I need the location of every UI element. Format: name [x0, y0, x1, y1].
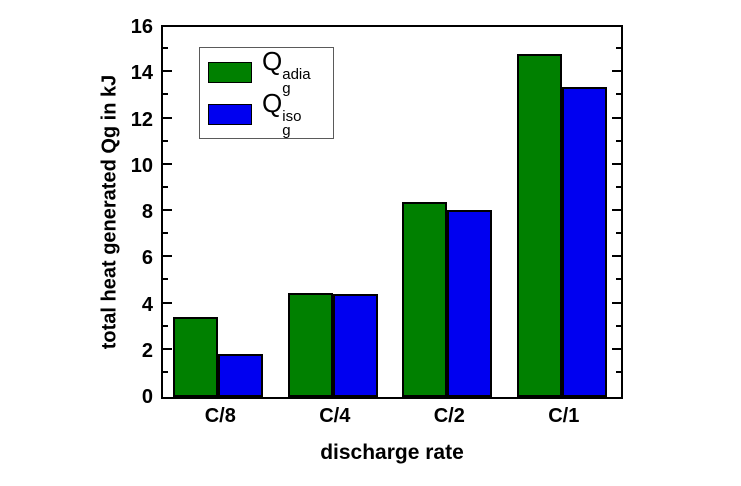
y-tick-major	[163, 162, 172, 165]
bar-adia-C/8	[173, 317, 219, 397]
y-tick-label: 12	[130, 108, 153, 131]
y-tick-minor	[616, 324, 621, 327]
y-tick-minor	[616, 185, 621, 188]
x-tick-label: C/8	[204, 405, 236, 427]
y-tick-major	[163, 116, 172, 119]
legend-swatch-adia-icon	[208, 61, 252, 83]
legend-label-iso-sup: iso	[282, 108, 302, 125]
bar-iso-C/8	[218, 354, 264, 397]
y-tick-major	[163, 347, 172, 350]
x-tick-label: C/4	[319, 405, 351, 427]
legend-label-iso-base: Q	[262, 88, 283, 118]
legend-label-adia-base: Q	[262, 46, 283, 76]
legend-label-iso-sub: g	[282, 122, 291, 139]
y-tick-major	[612, 116, 621, 119]
y-tick-minor	[616, 47, 621, 50]
legend-label-adia-scripts: adia g	[282, 66, 311, 97]
y-tick-minor	[616, 278, 621, 281]
bar-adia-C/2	[402, 202, 448, 397]
y-tick-minor	[163, 47, 168, 50]
y-tick-minor	[163, 278, 168, 281]
y-tick-minor	[616, 93, 621, 96]
y-tick-major	[612, 347, 621, 350]
legend-label-iso-scripts: iso g	[282, 108, 302, 139]
y-tick-minor	[163, 370, 168, 373]
legend-swatch-iso-icon	[208, 103, 252, 125]
x-axis-title: discharge rate	[320, 441, 464, 464]
y-tick-minor	[163, 139, 168, 142]
y-tick-major	[163, 70, 172, 73]
y-tick-major	[612, 209, 621, 211]
plot-area	[161, 25, 623, 399]
bar-adia-C/1	[516, 54, 562, 397]
y-tick-minor	[616, 370, 621, 373]
y-tick-major	[612, 162, 621, 165]
legend-label-adia-sup: adia	[282, 66, 311, 83]
y-tick-label: 10	[130, 154, 153, 177]
y-tick-label: 0	[141, 386, 153, 408]
y-tick-major	[163, 301, 172, 304]
y-tick-label: 16	[130, 16, 153, 38]
legend-label-adia-sub: g	[282, 80, 291, 97]
y-tick-major	[163, 255, 172, 258]
x-tick-label: C/2	[433, 405, 465, 427]
y-tick-label: 14	[130, 62, 153, 85]
y-tick-label: 4	[141, 293, 153, 316]
bar-iso-C/2	[447, 210, 493, 397]
y-tick-minor	[616, 232, 621, 235]
bar-iso-C/1	[561, 87, 607, 397]
y-tick-label: 8	[141, 201, 153, 223]
bar-adia-C/4	[287, 293, 333, 397]
y-tick-major	[612, 255, 621, 258]
y-tick-minor	[616, 139, 621, 142]
bar-iso-C/4	[332, 294, 378, 397]
y-tick-major	[163, 209, 172, 211]
y-tick-major	[612, 301, 621, 304]
y-tick-minor	[163, 232, 168, 235]
y-tick-minor	[163, 324, 168, 327]
y-tick-major	[612, 70, 621, 73]
y-tick-minor	[163, 185, 168, 188]
y-tick-label: 6	[141, 247, 153, 270]
y-tick-label: 2	[141, 339, 153, 362]
y-tick-minor	[163, 93, 168, 96]
x-tick-label: C/1	[548, 405, 580, 427]
